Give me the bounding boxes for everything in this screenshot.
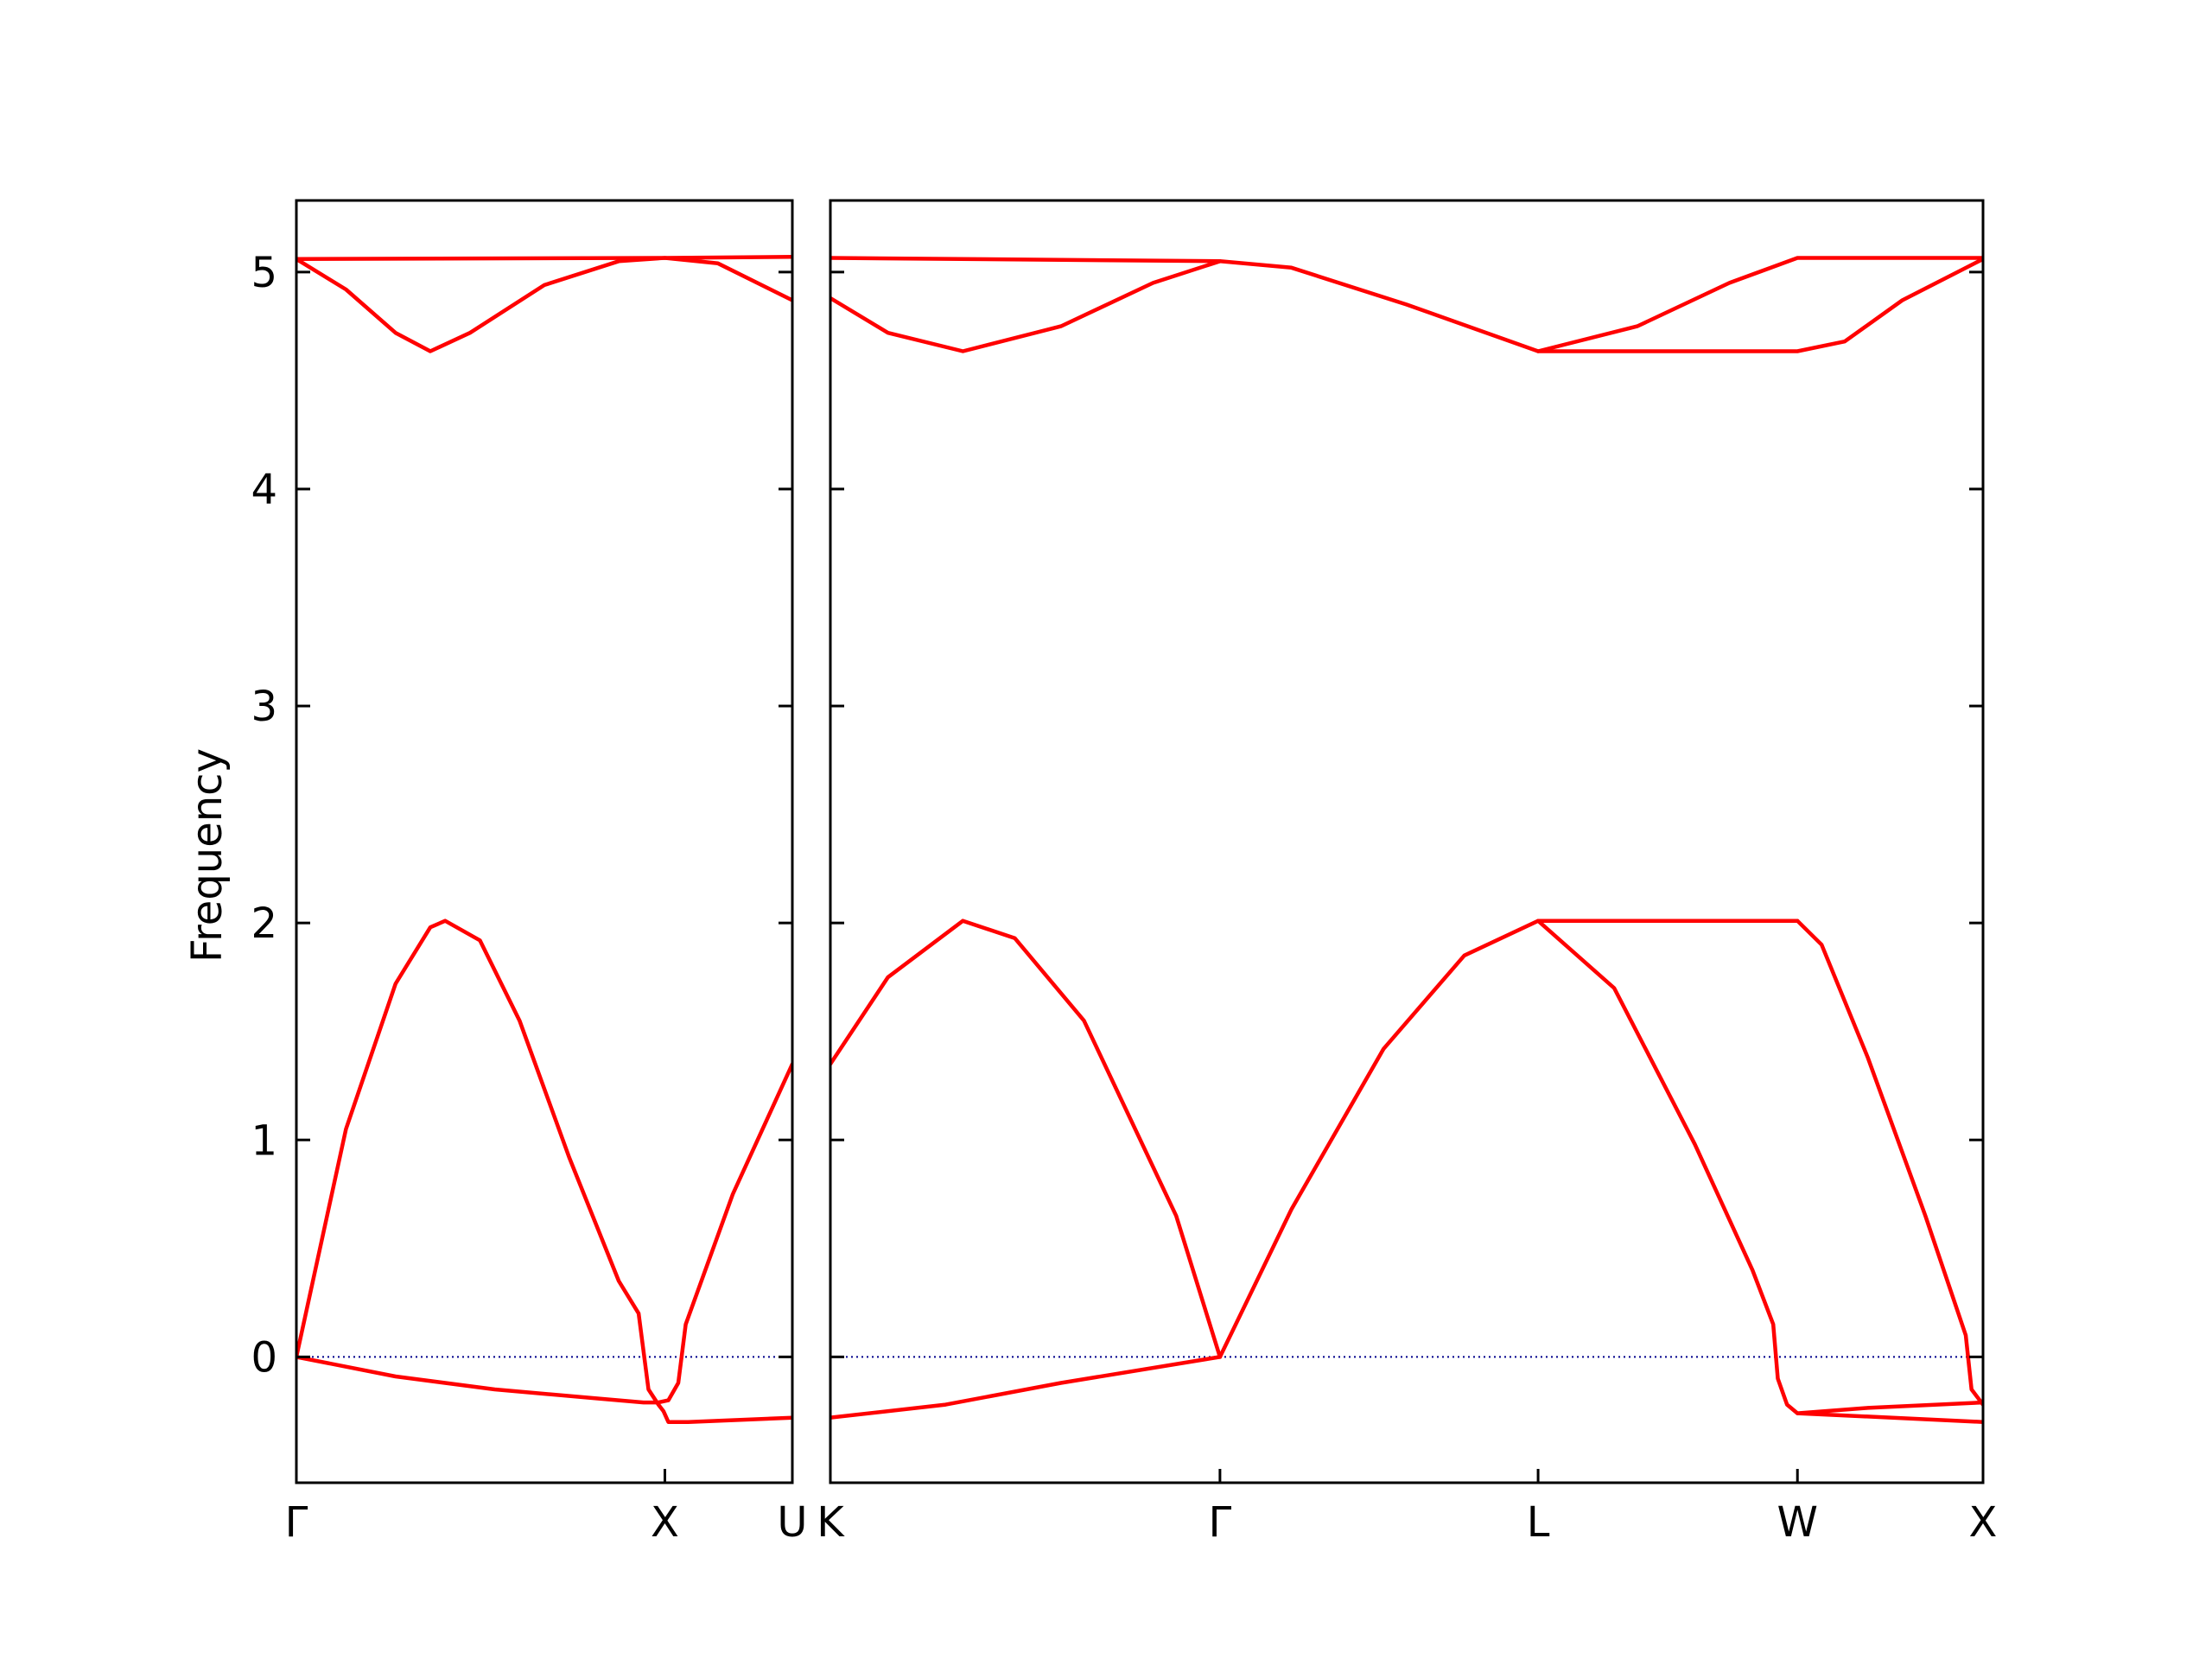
x-tick-label: Γ [285, 1498, 308, 1547]
band-lines [830, 256, 1983, 1424]
y-tick-label: 5 [251, 249, 277, 297]
band-line-1-1 [830, 256, 1983, 353]
band-line-1-6 [1795, 918, 1983, 1407]
band-line-0-0 [296, 255, 792, 262]
x-tick-label: L [1527, 1498, 1550, 1547]
band-line-1-3 [830, 918, 1223, 1359]
x-tick-label: X [1969, 1498, 1998, 1547]
band-line-1-7 [830, 1355, 1223, 1420]
band-line-1-5 [1535, 918, 1983, 1424]
y-axis-label: Frequency [183, 748, 232, 963]
y-tick-label: 1 [251, 1116, 277, 1165]
y-tick-label: 4 [251, 466, 277, 514]
band-line-1-0 [830, 256, 1223, 264]
x-tick-label: U [777, 1498, 807, 1547]
band-lines [296, 255, 792, 1424]
x-tick-label: Γ [1209, 1498, 1232, 1547]
left-panel: 0 1 2 3 4 5 Γ X U [251, 199, 808, 1547]
x-tick-label: W [1777, 1498, 1817, 1547]
band-line-1-4 [1217, 918, 1800, 1359]
band-line-1-8 [1795, 1400, 1983, 1415]
panel-frame [829, 199, 1985, 1484]
y-tick-label: 0 [251, 1333, 277, 1382]
band-line-1-2 [1535, 257, 1983, 353]
panel-frame [295, 199, 794, 1484]
y-tick-label: 3 [251, 683, 277, 731]
band-line-0-3 [296, 1062, 792, 1405]
band-line-0-2 [296, 918, 792, 1424]
x-tick-label: X [651, 1498, 679, 1547]
band-line-0-1 [296, 256, 792, 353]
x-tick-label: K [817, 1498, 845, 1547]
y-tick-label: 2 [251, 899, 277, 948]
